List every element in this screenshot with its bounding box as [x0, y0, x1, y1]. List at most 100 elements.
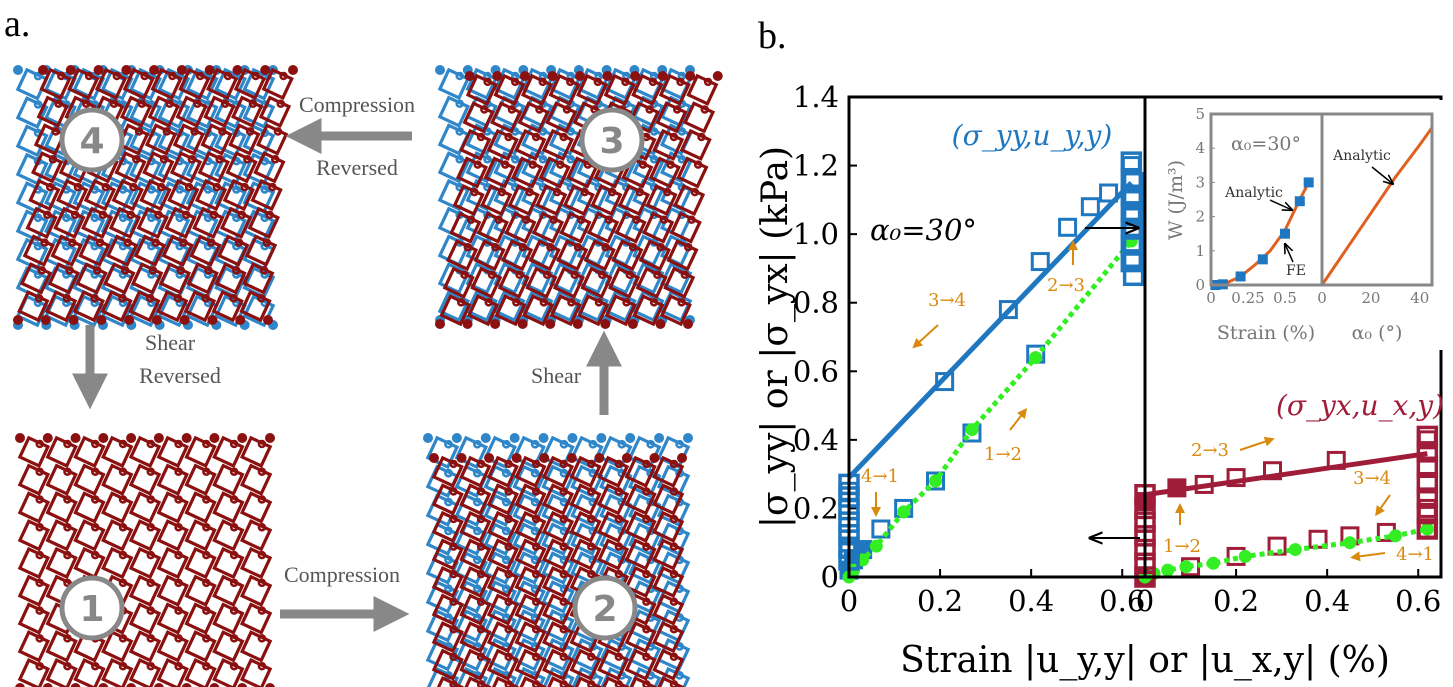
lattice-cell	[184, 657, 217, 687]
lattice-loop	[90, 495, 100, 504]
lattice-loop	[566, 77, 575, 87]
lattice-loop	[642, 459, 651, 469]
lattice-node	[265, 433, 275, 443]
lattice-node	[232, 65, 243, 75]
step-number-1: 1	[79, 589, 104, 630]
fe-green-point	[929, 474, 943, 488]
lattice-cell	[212, 435, 245, 469]
lattice-cell	[128, 574, 162, 607]
lattice-node	[685, 71, 696, 81]
fe-green-point	[1238, 549, 1252, 563]
lattice-loop	[562, 105, 572, 114]
lattice-loop	[669, 459, 679, 469]
lattice-loop	[179, 238, 188, 247]
lattice-node	[602, 71, 613, 81]
lattice-loop	[93, 266, 102, 275]
lattice-node	[435, 319, 445, 329]
analytic-line	[847, 180, 1134, 480]
lattice-loop	[148, 266, 158, 275]
lattice-loop	[472, 555, 482, 565]
lattice-node	[572, 319, 583, 329]
x-tick-label: 0	[840, 584, 858, 618]
lattice-cell	[156, 546, 189, 580]
y-tick-label: 0.2	[793, 491, 839, 525]
lattice-loop	[260, 185, 270, 194]
inset-right-analytic-line	[1320, 126, 1434, 286]
lattice-loop	[559, 459, 568, 469]
lattice-loop	[68, 238, 77, 247]
lattice-loop	[530, 439, 540, 449]
lattice-cell	[212, 630, 245, 663]
lattice-loop	[546, 243, 555, 252]
lattice-loop	[463, 243, 473, 252]
lattice-node	[429, 453, 439, 463]
lattice-loop	[174, 661, 183, 671]
lattice-loop	[531, 597, 541, 606]
inset-analytic-label: Analytic	[1224, 185, 1283, 201]
lattice-loop	[190, 127, 199, 136]
lattice-loop	[48, 155, 58, 164]
lattice-cell	[17, 546, 51, 580]
lattice-loop	[123, 238, 133, 247]
step-badge-4: 4	[59, 107, 125, 173]
label-1-to-2: 1→2	[984, 444, 1022, 465]
orange-step-arrow	[1350, 551, 1386, 562]
fe-green-point	[869, 539, 883, 553]
lattice-loop	[507, 105, 517, 114]
lattice-loop	[151, 238, 161, 247]
lattice-loop	[642, 597, 651, 606]
lattice-node	[596, 433, 607, 443]
lattice-cell	[17, 491, 51, 524]
lattice-loop	[207, 238, 216, 247]
lattice-loop	[501, 526, 511, 536]
lattice-node	[263, 315, 273, 325]
inset-x-tick-label: 0	[1317, 289, 1327, 307]
lattice-node	[98, 683, 109, 687]
lattice-loop	[590, 105, 599, 114]
lattice-loop	[212, 182, 222, 192]
lattice-loop	[598, 270, 607, 280]
lattice-loop	[65, 266, 74, 275]
experiment-marker	[1122, 187, 1145, 209]
experiment-marker	[1122, 249, 1145, 271]
lattice-loop	[449, 569, 458, 579]
inset-background	[1160, 100, 1445, 350]
lattice-loop	[556, 160, 565, 169]
lattice-node	[42, 433, 53, 443]
lattice-loop	[120, 266, 130, 275]
lattice-loop	[649, 155, 659, 164]
lattice-loop	[147, 213, 156, 223]
lattice-loop	[455, 155, 464, 164]
lattice-node	[70, 683, 81, 687]
lattice-loop	[604, 215, 614, 224]
lattice-loop	[677, 127, 687, 136]
lattice-loop	[669, 597, 679, 606]
lattice-node	[654, 433, 665, 443]
lattice-step-4	[13, 65, 298, 330]
lattice-cell	[17, 574, 51, 607]
lattice-loop	[510, 155, 520, 164]
lattice-loop	[559, 625, 568, 634]
lattice-loop	[530, 497, 540, 507]
inset-y-title: W (J/m³)	[1165, 160, 1187, 240]
lattice-loop	[229, 606, 239, 615]
lattice-loop	[638, 160, 648, 169]
lattice-cell	[212, 463, 245, 496]
lattice-loop	[174, 439, 183, 449]
lattice-loop	[501, 439, 511, 449]
lattice-loop	[43, 210, 52, 220]
experiment-marker	[998, 300, 1018, 320]
lattice-loop	[203, 185, 213, 194]
lattice-loop	[243, 155, 252, 164]
lattice-loop	[118, 495, 128, 504]
lattice-node	[204, 65, 215, 75]
lattice-loop	[229, 523, 239, 532]
lattice-loop	[614, 569, 624, 579]
lattice-loop	[118, 634, 128, 643]
lattice-cell	[73, 435, 106, 469]
lattice-cell	[101, 546, 134, 580]
lattice-cell	[17, 630, 51, 663]
lattice-loop	[621, 77, 630, 87]
lattice-cell	[239, 519, 273, 552]
panel-b-label: b.	[758, 15, 787, 57]
